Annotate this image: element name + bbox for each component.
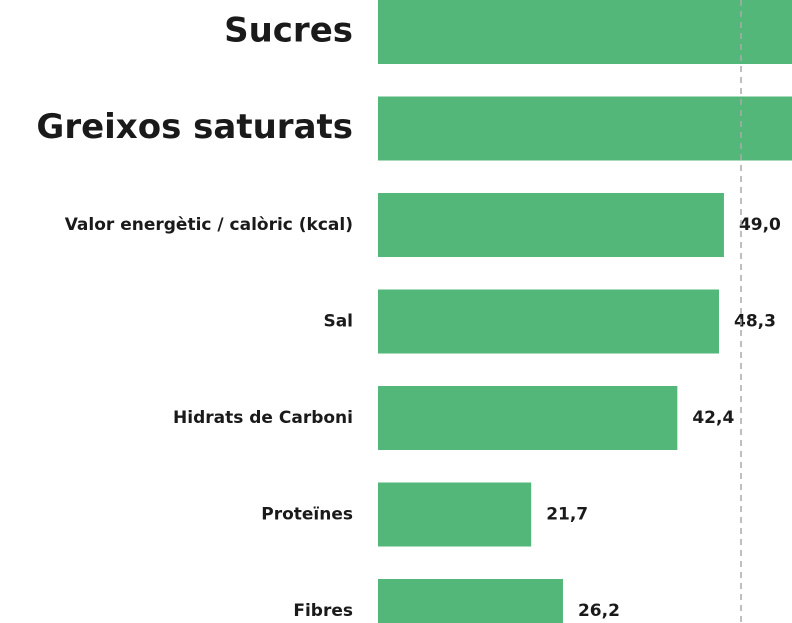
- value-label: 26,2: [578, 601, 620, 621]
- bar: [378, 289, 719, 354]
- bar: [378, 482, 532, 547]
- bar: [378, 0, 792, 64]
- value-label: 49,0: [739, 215, 781, 235]
- category-label: Greixos saturats: [36, 107, 353, 147]
- bar: [378, 386, 678, 450]
- bar: [378, 193, 724, 257]
- value-label: 21,7: [546, 505, 588, 525]
- category-label: Sal: [323, 312, 353, 332]
- bar: [378, 579, 563, 623]
- bar: [378, 96, 792, 161]
- value-label: 42,4: [692, 408, 734, 428]
- category-label: Fibres: [293, 601, 353, 621]
- category-label: Sucres: [224, 11, 353, 51]
- category-label: Valor energètic / calòric (kcal): [65, 215, 353, 235]
- category-label: Hidrats de Carboni: [173, 408, 353, 428]
- value-label: 48,3: [734, 312, 776, 332]
- category-label: Proteïnes: [261, 505, 353, 525]
